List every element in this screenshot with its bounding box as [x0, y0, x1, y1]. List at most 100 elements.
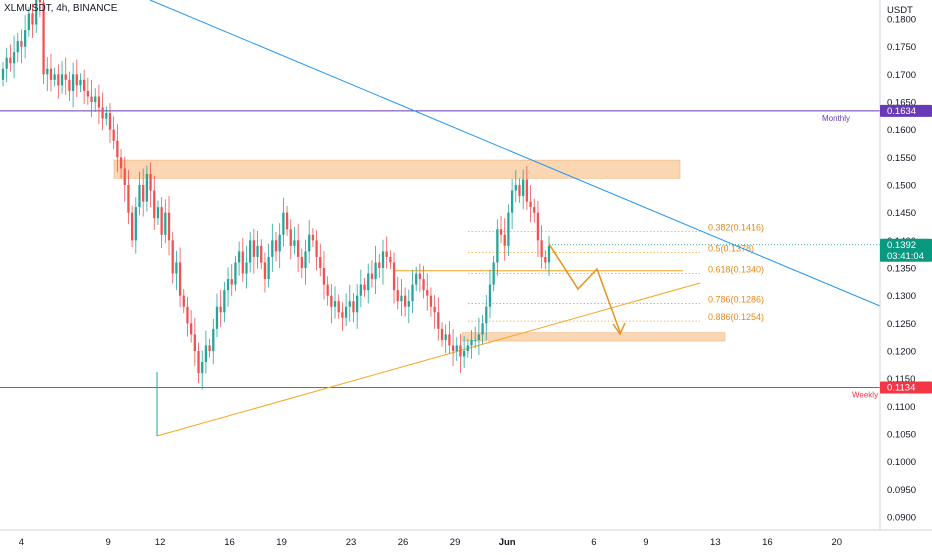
candle: [53, 74, 56, 80]
monthly-label: Monthly: [822, 114, 850, 123]
candle: [274, 240, 278, 252]
candle: [219, 306, 222, 313]
price-tick-label: 0.1200: [887, 347, 916, 358]
time-tick-label: 4: [19, 537, 24, 548]
candle: [536, 212, 540, 241]
candle: [525, 179, 529, 202]
candle: [215, 306, 219, 329]
candle: [68, 79, 71, 91]
candle: [474, 339, 477, 341]
candle: [330, 295, 333, 307]
resistance-zone: [113, 159, 681, 179]
candle: [75, 74, 78, 86]
candle: [293, 240, 296, 246]
candle: [27, 13, 30, 31]
candle: [49, 68, 53, 80]
price-tick-label: 0.1700: [887, 70, 916, 81]
candle: [422, 279, 425, 291]
fib-label-2: 0.618(0.1340): [708, 265, 764, 275]
price-tick-label: 0.1050: [887, 430, 916, 441]
price-tick-label: 0.1000: [887, 457, 916, 468]
candle: [204, 345, 208, 363]
candle: [226, 279, 230, 291]
candle: [463, 351, 466, 357]
candle: [319, 256, 322, 268]
candle: [367, 273, 370, 291]
time-tick-label: Jun: [499, 537, 516, 548]
candle: [94, 96, 97, 102]
candle: [381, 251, 385, 268]
candle: [79, 79, 82, 86]
chart-title: XLMUSDT, 4h, BINANCE: [4, 3, 118, 14]
price-tick-label: 0.1650: [887, 98, 916, 109]
price-tick-label: 0.1100: [887, 402, 915, 413]
candle: [178, 262, 182, 296]
price-tick-label: 0.1600: [887, 125, 916, 136]
candle: [378, 262, 381, 268]
weekly-label: Weekly: [852, 391, 878, 400]
candle: [285, 212, 289, 230]
candle: [90, 96, 93, 102]
candle: [415, 273, 418, 285]
time-tick-label: 13: [710, 537, 721, 548]
candle: [175, 262, 178, 274]
price-tick-label: 0.1750: [887, 42, 916, 53]
candle: [5, 57, 8, 69]
candle: [237, 251, 241, 263]
candle: [23, 30, 27, 47]
candle: [544, 256, 547, 263]
candle: [156, 207, 160, 219]
monthly-price-tag: [880, 104, 932, 117]
price-tick-label: 0.1350: [887, 264, 916, 275]
candle: [470, 339, 473, 346]
candle: [315, 240, 318, 257]
candle: [16, 41, 19, 53]
time-tick-label: 23: [346, 537, 357, 548]
candle: [208, 345, 211, 351]
candle: [518, 185, 521, 197]
candle: [492, 262, 495, 285]
candle: [83, 79, 86, 91]
price-axis: [880, 0, 932, 530]
candle: [455, 345, 458, 351]
candle: [267, 256, 270, 280]
candle: [249, 240, 252, 263]
candle: [9, 57, 12, 64]
fib-label-0: 0.382(0.1416): [708, 222, 764, 232]
candle: [370, 273, 374, 280]
candle: [263, 262, 267, 280]
time-tick-label: 19: [276, 537, 287, 548]
candle: [400, 295, 403, 302]
time-tick-label: 6: [591, 537, 596, 548]
time-tick-label: 29: [450, 537, 461, 548]
candle: [529, 201, 532, 208]
current-price-tag: [880, 238, 932, 262]
price-tick-label: 0.0950: [887, 485, 916, 496]
candle: [304, 251, 307, 268]
candle: [389, 256, 392, 263]
candle: [190, 323, 193, 335]
candle: [344, 306, 348, 318]
candle: [123, 168, 126, 185]
candle: [337, 301, 340, 313]
candle: [522, 179, 525, 197]
candle: [466, 345, 469, 351]
time-tick-label: 16: [224, 537, 235, 548]
candle: [101, 107, 104, 119]
candle: [145, 173, 149, 202]
candle: [164, 212, 167, 235]
price-tick-label: 0.1800: [887, 15, 916, 26]
candle: [289, 229, 292, 246]
candle: [448, 334, 451, 346]
candle: [433, 306, 436, 313]
candle: [201, 362, 204, 374]
price-tick-label: 0.0900: [887, 513, 916, 524]
candle: [138, 185, 141, 208]
candle: [182, 295, 185, 307]
candle: [108, 113, 112, 130]
candle: [234, 262, 237, 285]
candle: [1, 68, 5, 80]
candle: [451, 345, 455, 351]
